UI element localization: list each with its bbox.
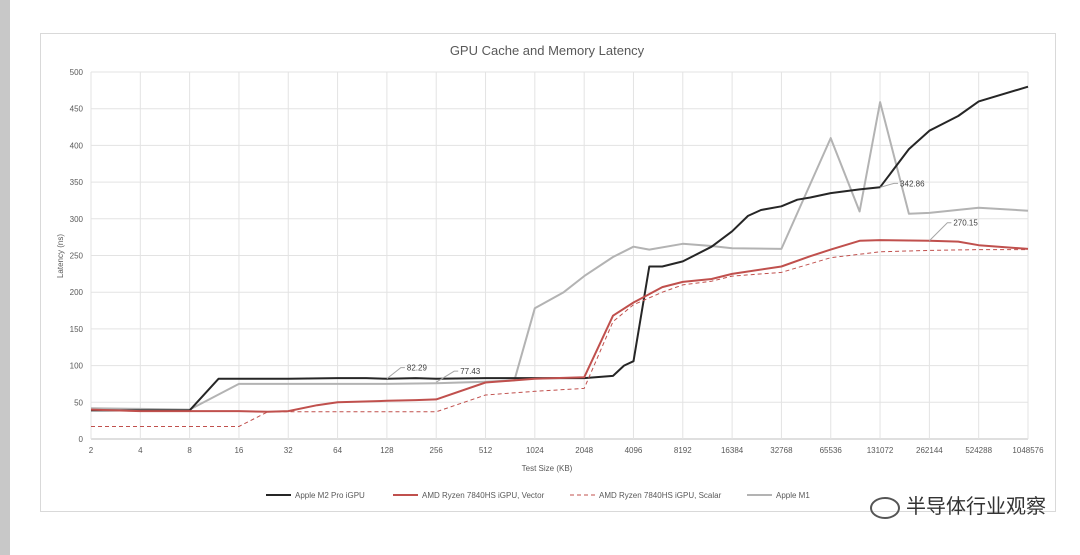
- x-tick-label: 512: [479, 446, 493, 455]
- y-tick-label: 450: [70, 105, 84, 114]
- y-tick-label: 50: [74, 398, 83, 407]
- callout-leader: [435, 370, 459, 383]
- x-tick-label: 1024: [526, 446, 544, 455]
- wechat-icon: [870, 496, 900, 519]
- y-tick-label: 350: [70, 178, 84, 187]
- callout-leader: [929, 222, 952, 242]
- y-tick-label: 250: [70, 252, 84, 261]
- watermark-text: 半导体行业观察: [906, 494, 1046, 518]
- data-callouts: 82.29 77.43 342.86 270.15: [386, 179, 978, 383]
- x-axis-ticks: 2 4 8 16 32 64 128 256 512 1024 2048 4096 8192 16384 3…: [89, 446, 1044, 455]
- y-tick-label: 200: [70, 288, 84, 297]
- y-tick-label: 0: [79, 435, 84, 444]
- y-tick-label: 400: [70, 141, 84, 150]
- callout-label: 77.43: [460, 367, 481, 376]
- x-tick-label: 4096: [625, 446, 643, 455]
- legend-label: AMD Ryzen 7840HS iGPU, Vector: [422, 491, 545, 500]
- series-line: [91, 249, 1028, 427]
- x-tick-label: 32768: [770, 446, 793, 455]
- x-tick-label: 1048576: [1012, 446, 1044, 455]
- watermark: 半导体行业观察: [870, 490, 1046, 519]
- series-line: [90, 239, 1029, 413]
- x-tick-label: 16: [234, 446, 243, 455]
- left-edge-bar: [0, 0, 10, 555]
- x-tick-label: 256: [430, 446, 444, 455]
- legend-label: Apple M2 Pro iGPU: [295, 491, 365, 500]
- y-tick-label: 500: [70, 68, 84, 77]
- x-tick-label: 4: [138, 446, 143, 455]
- x-tick-label: 65536: [820, 446, 843, 455]
- legend: Apple M2 Pro iGPU AMD Ryzen 7840HS iGPU, …: [266, 491, 810, 500]
- x-tick-label: 2048: [575, 446, 593, 455]
- x-tick-label: 128: [380, 446, 394, 455]
- series-line: [91, 85, 1029, 412]
- x-tick-label: 524288: [965, 446, 992, 455]
- x-tick-label: 8192: [674, 446, 692, 455]
- x-tick-label: 64: [333, 446, 342, 455]
- chart-frame: [40, 33, 1056, 512]
- x-tick-label: 2: [89, 446, 94, 455]
- x-tick-label: 8: [187, 446, 192, 455]
- y-axis-ticks: 0 50 100 150 200 250 300 350 400 450 500: [70, 68, 84, 444]
- y-tick-label: 300: [70, 215, 84, 224]
- callout-label: 82.29: [407, 364, 428, 373]
- x-tick-label: 32: [284, 446, 293, 455]
- y-tick-label: 150: [70, 325, 84, 334]
- chart-title: GPU Cache and Memory Latency: [450, 43, 645, 58]
- callout-leader: [386, 367, 405, 379]
- legend-label: AMD Ryzen 7840HS iGPU, Scalar: [599, 491, 722, 500]
- callout-leader: [879, 182, 899, 188]
- x-tick-label: 262144: [916, 446, 943, 455]
- y-axis-label: Latency (ns): [56, 234, 65, 278]
- y-tick-label: 100: [70, 362, 84, 371]
- x-tick-label: 16384: [721, 446, 744, 455]
- x-axis-label: Test Size (KB): [522, 464, 573, 473]
- callout-label: 270.15: [953, 219, 978, 228]
- callout-label: 342.86: [900, 179, 925, 188]
- series-line: [90, 101, 1029, 411]
- legend-label: Apple M1: [776, 491, 810, 500]
- x-tick-label: 131072: [867, 446, 894, 455]
- series-lines: [90, 85, 1029, 427]
